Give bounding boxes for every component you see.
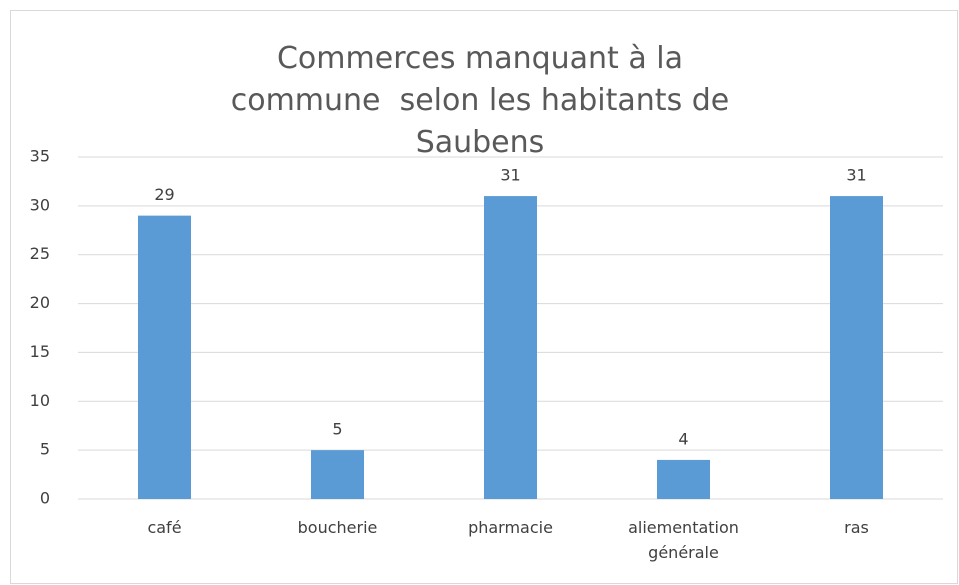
y-tick-label: 30 (30, 195, 50, 214)
y-tick-label: 5 (40, 440, 50, 459)
bar (657, 459, 710, 499)
data-label: 31 (846, 166, 866, 185)
bar (484, 196, 537, 500)
y-tick-label: 20 (30, 293, 50, 312)
y-tick-label: 10 (30, 391, 50, 410)
bar (311, 450, 364, 499)
x-tick-label: aliementation générale (628, 518, 739, 562)
bar (138, 215, 191, 499)
data-label: 4 (678, 429, 688, 448)
y-tick-label: 15 (30, 342, 50, 361)
x-tick-label: pharmacie (468, 518, 553, 537)
chart-title: Commerces manquant à la commune selon le… (230, 41, 739, 160)
y-tick-label: 0 (40, 489, 50, 508)
data-label: 5 (332, 420, 342, 439)
x-tick-label: café (147, 518, 182, 537)
x-tick-label: ras (844, 518, 869, 537)
x-tick-label: boucherie (297, 518, 378, 537)
bar (830, 196, 883, 500)
y-tick-label: 35 (30, 147, 50, 166)
chart-border (10, 10, 958, 584)
y-tick-label: 25 (30, 244, 50, 263)
data-label: 29 (154, 185, 174, 204)
data-label: 31 (500, 166, 520, 185)
